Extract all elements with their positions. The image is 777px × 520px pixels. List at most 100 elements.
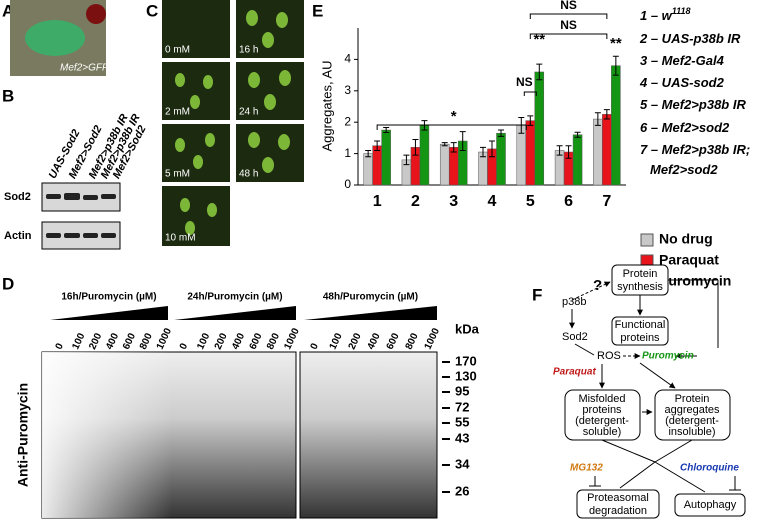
lane-label: 400 xyxy=(104,331,121,351)
image-label: 24 h xyxy=(239,107,258,118)
x-tick-label: 6 xyxy=(564,193,573,210)
annotation: * xyxy=(451,108,457,125)
node-text: Protein xyxy=(623,268,658,280)
error-bar xyxy=(450,142,457,153)
bar xyxy=(381,129,391,186)
drug: MG132 xyxy=(570,463,603,474)
error-bar xyxy=(498,129,504,137)
image-label: 16 h xyxy=(239,45,258,56)
image-label: 2 mM xyxy=(165,107,190,118)
panel-label: D xyxy=(2,274,14,293)
y-tick-label: 3 xyxy=(344,83,351,97)
marker-label: 34 xyxy=(455,456,470,471)
genotype: 4 – UAS-sod2 xyxy=(639,75,725,90)
panel-label: C xyxy=(146,1,158,20)
node-text: proteins xyxy=(582,404,622,416)
gradient-triangle xyxy=(304,306,437,320)
node-text: ROS xyxy=(597,350,621,362)
error-bar xyxy=(574,131,581,138)
genotype: 6 – Mef2>sod2 xyxy=(640,120,730,135)
antibody: Anti-Puromycin xyxy=(15,383,31,487)
lane-label: 600 xyxy=(248,331,265,351)
bar xyxy=(496,132,506,186)
lane-label: 200 xyxy=(347,331,364,351)
gradient-triangle xyxy=(50,306,168,320)
lane-label: 100 xyxy=(195,331,212,351)
drug: Chloroquine xyxy=(680,463,739,474)
error-bar xyxy=(480,146,486,158)
node xyxy=(654,389,731,441)
image-label: 10 mM xyxy=(165,233,196,244)
genotype-sup: 1118 xyxy=(672,6,691,16)
error-bar xyxy=(489,140,495,158)
caption: Mef2>GFP xyxy=(60,63,109,74)
bar xyxy=(516,125,527,186)
y-tick-label: 1 xyxy=(344,146,351,160)
unit: kDa xyxy=(455,321,480,336)
node-text: soluble) xyxy=(583,426,622,438)
genotype: 3 – Mef2-Gal4 xyxy=(640,53,725,68)
fly-gfp xyxy=(25,20,85,56)
row-label: Sod2 xyxy=(4,191,31,203)
group-header: 16h/Puromycin (µM) xyxy=(61,292,156,303)
bar xyxy=(439,143,450,186)
y-tick-label: 2 xyxy=(344,114,351,128)
lane-label: 100 xyxy=(328,331,345,351)
bracket xyxy=(529,13,608,19)
panel-label: E xyxy=(312,1,323,20)
marker-label: 95 xyxy=(455,383,469,398)
connector xyxy=(601,439,706,493)
genotype-label: 4 – UAS-sod2 xyxy=(639,75,725,90)
y-axis-label: Aggregates, AU xyxy=(319,60,334,151)
arrow xyxy=(571,281,611,301)
error-bar xyxy=(374,140,381,151)
genotype-label: 6 – Mef2>sod2 xyxy=(640,120,730,135)
bar xyxy=(525,120,536,186)
node-text: (detergent- xyxy=(665,415,719,427)
image-label: 48 h xyxy=(239,169,258,180)
diagram: ? Protein synthesis Functional proteins … xyxy=(553,264,746,519)
blot xyxy=(299,351,438,519)
genotype: Mef2>sod2 xyxy=(650,162,718,177)
marker-label: 26 xyxy=(455,483,469,498)
x-tick-label: 2 xyxy=(411,193,420,210)
error-bar xyxy=(365,149,372,158)
node xyxy=(674,493,746,517)
bar xyxy=(611,65,621,186)
genotype: 7 – Mef2>p38b IR; xyxy=(640,142,750,157)
group-header: 24h/Puromycin (µM) xyxy=(187,292,282,303)
marker-label: 43 xyxy=(455,430,469,445)
annotation: ** xyxy=(610,35,622,52)
genotype-label: 3 – Mef2-Gal4 xyxy=(640,53,725,68)
node-text: Misfolded xyxy=(578,393,625,405)
error-bar xyxy=(612,55,619,76)
lane-label: 200 xyxy=(87,331,104,351)
lane-label: 800 xyxy=(265,331,282,351)
lane-label: 1000 xyxy=(155,326,175,351)
error-bar xyxy=(556,145,563,156)
lane-label: 400 xyxy=(366,331,383,351)
lane-label: 100 xyxy=(70,331,87,351)
annotation: ** xyxy=(533,31,545,48)
legend-swatch xyxy=(640,233,654,247)
error-bar xyxy=(403,154,410,166)
x-tick-label: 7 xyxy=(602,193,611,210)
node-text: aggregates xyxy=(664,404,720,416)
lane-label: 600 xyxy=(121,331,138,351)
node xyxy=(611,316,669,346)
node-text: Protein xyxy=(675,393,710,405)
row-label: Actin xyxy=(4,230,32,242)
genotype-label: 5 – Mef2>p38b IR xyxy=(640,97,746,112)
node-text: p38b xyxy=(562,296,586,308)
bar xyxy=(593,118,603,186)
error-bar xyxy=(383,127,390,134)
legend-label: Paraquat xyxy=(659,252,719,268)
lane-label: 0 xyxy=(309,341,322,351)
legend-label: No drug xyxy=(659,231,713,247)
lane-label: 0 xyxy=(178,341,191,351)
bar xyxy=(602,114,612,186)
image-label: 0 mM xyxy=(165,45,190,56)
node-text: proteins xyxy=(620,332,660,344)
node-text: Proteasomal xyxy=(587,492,649,504)
bracket xyxy=(523,91,537,96)
